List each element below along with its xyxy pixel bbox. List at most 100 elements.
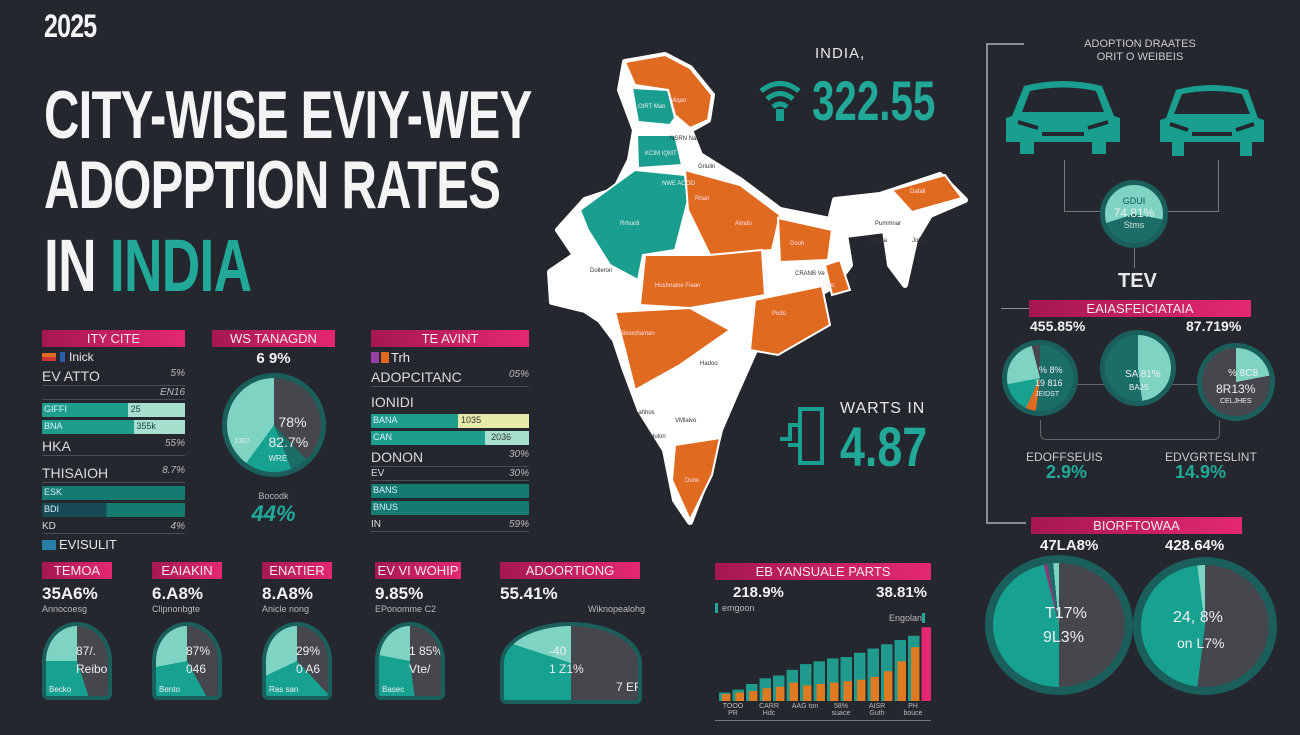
connector-line [1040,420,1220,440]
svg-text:Hulon: Hulon [650,434,666,440]
pie-label: 7 ER [616,680,642,694]
region-orange [890,173,964,214]
svg-text:Alindo: Alindo [735,221,752,227]
panel-header: TE AVINT [371,330,529,347]
bar-chart [719,627,931,701]
big-value: 44% [251,501,296,526]
legend: Trh [371,350,529,365]
stat-value: 2.9% [1046,462,1088,482]
pie-label: 046 [186,662,207,676]
bar-orange [911,647,920,701]
mini-card: EAIAKIN 6.A8% Clipnonbgte 87% 046 Bento [152,562,232,700]
bar-orange [843,681,852,701]
pie-label: WRE [268,454,288,463]
svg-text:Griulin: Griulin [698,164,715,170]
connector-line [1218,160,1219,212]
pie-label: 1 Z1% [549,662,584,676]
small-pie: % 8C8 8R13% CELJHES [1197,343,1275,421]
stat-label: EDVGRTESLINT [1165,450,1257,464]
svg-text:Slinochaman: Slinochaman [620,331,655,337]
pie-label: 87% [186,644,211,658]
bracket-line [986,522,1026,524]
mini-card-value: 8.A8% [262,584,314,603]
stat-label: EDOFFSEUIS [1026,450,1103,464]
bar-teal [827,658,839,701]
svg-text:Pudo: Pudo [772,311,787,317]
warts-label: WARTS IN [840,400,926,417]
bar-teal [800,664,812,701]
mini-pie: 1 85% Vte/ Basec [375,622,445,700]
mini-card-header: EV VI WOHIP [375,562,461,579]
bar-teal [854,652,866,701]
bar-orange [789,682,798,701]
row: EV ATTO 5% [42,368,185,386]
pie-label: 82.7% [268,434,309,450]
mini-card-value: 35A6% [42,584,98,603]
bar-orange [870,676,879,701]
legend: Inick [42,350,185,364]
bar-orange [897,661,906,701]
bar-orange [803,685,812,701]
legend-swatch [60,352,65,362]
mini-card-header: EAIAKIN [152,562,222,579]
region-teal [630,86,677,127]
mini-card-sub: Wiknopealohg [587,604,645,614]
svg-text:Hadoo: Hadoo [700,361,718,367]
title-line-1: CITY-WISE EVIY-WEY [44,77,532,153]
small-pie: % 8% 19 816 JEIDST [1002,340,1078,416]
pie-label: 29% [296,644,321,658]
stat-value: 14.9% [1175,462,1227,482]
pie-footer: Basec [382,685,405,694]
band-header: EAIASFEICIATAIA [1029,300,1251,317]
svg-text:CRANB Ve: CRANB Ve [795,271,825,277]
connector-line [1134,248,1135,268]
region-orange [613,306,732,392]
x-tick-label: TOOO PR [722,703,744,717]
pie-label: 1 85% [409,644,444,658]
svg-text:Pummnar: Pummnar [875,221,901,227]
small-pie: SA 81% BAJS [1100,330,1176,406]
svg-text:Rhan: Rhan [695,196,709,202]
svg-text:Tubc: Tubc [822,283,835,289]
warts-value: 4.87 [840,415,928,478]
mini-card-sub: Anicle nong [262,604,310,614]
mini-card-sub: Annocoesg [42,604,88,614]
mini-card-value: 55.41% [500,584,558,603]
pie-label: Vte/ [409,662,431,676]
mini-card-header: ENATIER [262,562,332,579]
svg-text:Duno: Duno [685,478,700,484]
pie-label: 87/. [76,644,97,658]
value-left: 218.9% [733,584,784,601]
panel-value: 6 9% [256,350,291,367]
row: EN16 [42,386,185,400]
car-icon [1006,81,1120,154]
bar-orange [762,688,771,701]
value: 428.64% [1165,537,1225,554]
svg-text:Dolleron: Dolleron [590,268,612,274]
map-labels: OIRT Man Miqan NSRN Nam KCIM IQMT Griuli… [590,98,926,484]
svg-text:Lahhos: Lahhos [635,410,655,416]
svg-text:VMlalvo: VMlalvo [675,418,697,424]
x-tick-label: 58% suace [831,703,851,717]
india-value: 322.55 [812,69,936,132]
bar: BNUS [371,501,529,515]
legend-right: Engolan [715,613,931,623]
right-title: ADOPTION DRAATES ORIT O WEIBEIS [1084,38,1196,63]
region-orange [683,168,782,257]
india-map: OIRT Man Miqan NSRN Nam KCIM IQMT Griuli… [547,52,968,525]
region-orange [776,216,834,264]
mini-card: ENATIER 8.A8% Anicle nong 29% 0 A6 Ras sa… [262,562,342,700]
bar-chart-header: EB YANSUALE PARTS [715,563,931,580]
row: HKA 55% [42,438,185,456]
svg-text:Hoshnaine Fiaan: Hoshnaine Fiaan [655,283,700,289]
row: IONIDI [371,394,414,410]
pie-label: 78% [278,414,307,430]
svg-text:KCIM IQMT: KCIM IQMT [645,151,677,157]
bar-highlight [921,627,931,701]
mini-pie: -40 1 Z1% 7 ER [500,622,642,704]
row: THISAIOH 8.7% [42,465,185,483]
pie-label: Reibo [76,662,108,676]
bar: BDI [42,503,185,517]
mini-card-value: 9.85% [375,584,424,603]
region-orange [748,284,832,357]
